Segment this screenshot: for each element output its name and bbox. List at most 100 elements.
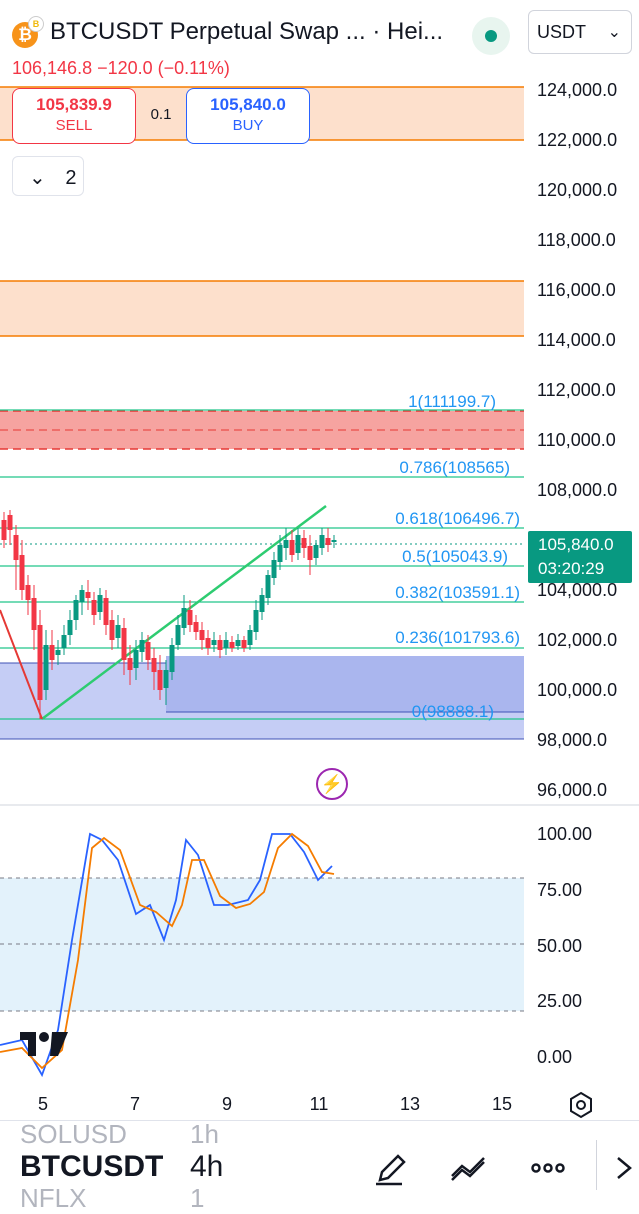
trend-line-down[interactable] (0, 609, 43, 720)
candle-body (331, 540, 337, 542)
demand-zone-inner (166, 656, 524, 712)
scroll-right-icon[interactable] (610, 1148, 639, 1188)
candle-body (301, 538, 307, 548)
fib-label-05: 0.5(105043.9) (402, 547, 508, 566)
candle-body (49, 645, 55, 660)
symbol-title[interactable]: BTCUSDT Perpetual Swap ... · Hei... (50, 18, 444, 45)
lightning-icon[interactable]: ⚡ (316, 768, 348, 800)
indicator-tick: 25.00 (537, 991, 582, 1011)
candle-body (19, 555, 25, 590)
buy-button[interactable]: 105,840.0 BUY (186, 88, 310, 144)
chevron-down-icon: ⌄ (29, 167, 46, 189)
price-change-line: 106,146.8 −120.0 (−0.11%) (12, 58, 230, 78)
candle-body (175, 625, 181, 645)
candle-body (31, 598, 37, 630)
candle-body (157, 670, 163, 690)
fib-label-0786: 0.786(108565) (399, 458, 510, 477)
stoch-rsi-band (0, 878, 524, 1011)
candle-body (55, 650, 61, 655)
candle-body (109, 620, 115, 640)
candle-body (283, 540, 289, 548)
price-tick: 104,000.0 (537, 580, 617, 600)
candle-body (169, 645, 175, 672)
price-tick: 122,000.0 (537, 130, 617, 150)
currency-select[interactable]: USDT ⌄ (528, 10, 632, 54)
candle-body (103, 598, 109, 625)
stoch-k-line (0, 832, 333, 1078)
candle-body (325, 538, 331, 545)
candle-body (319, 535, 325, 548)
candle-body (97, 595, 103, 612)
candle-body (85, 592, 91, 598)
watchlist-prev-symbol[interactable]: SOLUSD (20, 1119, 127, 1149)
candle-body (79, 590, 85, 602)
market-open-dot-icon (485, 30, 497, 42)
indicator-tick: 0.00 (537, 1047, 572, 1067)
pencil-icon[interactable] (372, 1148, 412, 1188)
settings-icon[interactable] (566, 1090, 596, 1120)
price-tick: 98,000.0 (537, 730, 607, 750)
candle-body (277, 545, 283, 562)
sell-button[interactable]: 105,839.9 SELL (12, 88, 136, 144)
fib-label-0236: 0.236(101793.6) (395, 628, 520, 647)
indicators-collapse-button[interactable]: ⌄ 2 (12, 156, 84, 196)
order-quantity[interactable]: 0.1 (150, 106, 172, 123)
indicator-axis[interactable]: 100.00 75.00 50.00 25.00 0.00 (537, 824, 592, 1067)
candle-body (43, 645, 49, 690)
sell-label: SELL (55, 117, 93, 134)
time-axis[interactable]: 5 7 9 11 13 15 (38, 1094, 512, 1114)
indicator-tick: 75.00 (537, 880, 582, 900)
candle-body (193, 622, 199, 632)
candle-body (223, 640, 229, 648)
candle-body (145, 642, 151, 660)
drawings-icon[interactable] (448, 1148, 488, 1188)
price-tick: 100,000.0 (537, 680, 617, 700)
candle-body (295, 535, 301, 553)
candle-body (163, 670, 169, 688)
toolbar-divider (596, 1140, 597, 1190)
candle-body (133, 650, 139, 668)
candle-body (187, 610, 193, 625)
time-tick: 7 (130, 1094, 140, 1114)
buy-price: 105,840.0 (210, 95, 286, 114)
symbol-selector[interactable]: BTCUSDT (20, 1150, 164, 1183)
indicator-tick: 50.00 (537, 936, 582, 956)
time-tick: 15 (492, 1094, 512, 1114)
fib-label-0: 0(98888.1) (412, 702, 494, 721)
candle-body (91, 600, 97, 615)
interval-selector[interactable]: 4h (190, 1150, 224, 1183)
price-tick: 124,000.0 (537, 80, 617, 100)
indicators-count: 2 (65, 167, 77, 189)
current-price: 105,840.0 (538, 535, 614, 554)
price-tick: 116,000.0 (537, 280, 616, 300)
candle-body (181, 608, 187, 628)
supply-zone-middle (0, 281, 524, 336)
candle-body (271, 560, 277, 578)
bar-countdown: 03:20:29 (538, 559, 605, 578)
candle-body (241, 640, 247, 648)
candlestick-series (1, 510, 337, 719)
candle-body (25, 585, 31, 600)
price-tick: 96,000.0 (537, 780, 607, 800)
candle-body (7, 515, 13, 530)
market-status-indicator[interactable] (472, 17, 510, 55)
candle-body (265, 575, 271, 598)
time-tick: 5 (38, 1094, 48, 1114)
price-chart[interactable]: 1(111199.7) 0.786(108565) 0.618(106496.7… (0, 80, 639, 1120)
candle-body (205, 638, 211, 648)
candle-body (235, 640, 241, 646)
candle-body (73, 600, 79, 620)
candle-body (121, 628, 127, 660)
time-tick: 13 (400, 1094, 420, 1114)
candle-body (61, 635, 67, 648)
candle-body (211, 640, 217, 645)
watchlist-prev-interval[interactable]: 1h (190, 1119, 219, 1149)
candle-body (115, 625, 121, 638)
buy-label: BUY (232, 117, 264, 134)
candle-body (217, 640, 223, 650)
candle-body (253, 610, 259, 632)
candle-body (151, 658, 157, 672)
price-axis[interactable]: 124,000.0 122,000.0 120,000.0 118,000.0 … (537, 80, 617, 800)
more-icon[interactable] (528, 1148, 568, 1188)
tradingview-logo-icon (20, 1032, 68, 1056)
